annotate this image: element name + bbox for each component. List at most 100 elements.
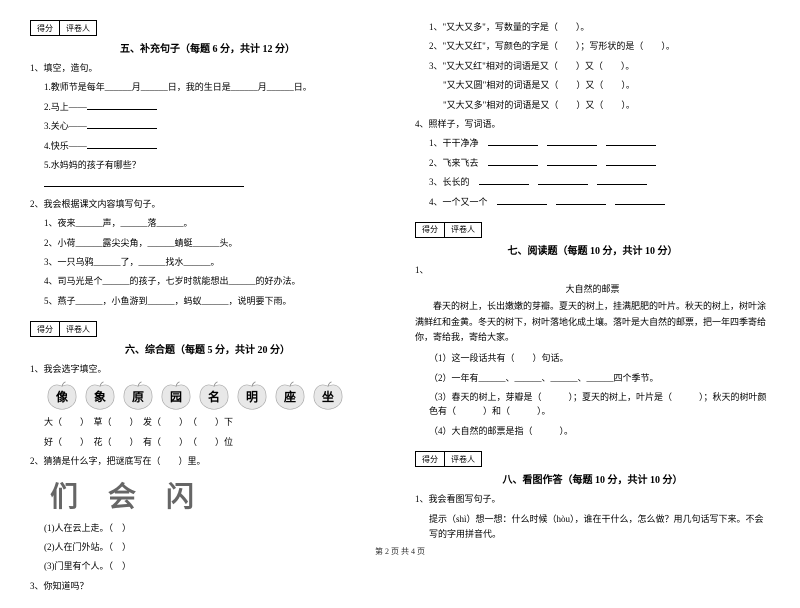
section-5-title: 五、补充句子（每题 6 分，共计 12 分） [30, 40, 385, 55]
rt-q4-4: 4、一个又一个 [415, 195, 770, 209]
apple-char: 象 [94, 388, 106, 405]
apple-icon: 明 [234, 381, 270, 411]
page-footer: 第 2 页 共 4 页 [0, 546, 800, 557]
page-container: 得分 评卷人 五、补充句子（每题 6 分，共计 12 分） 1、填空，造句。 1… [0, 0, 800, 608]
blank [606, 156, 656, 166]
q7-r3: （3）春天的树上，芽瓣是（ ）；夏天的树上，叶片是（ ）；秋天的树叶颜色有（ ）… [415, 390, 770, 419]
score-label: 得分 [415, 451, 445, 467]
score-box-8: 得分 评卷人 [415, 451, 770, 467]
q6-1-row1: 大（ ） 草（ ） 发（ ） （ ）下 [30, 415, 385, 429]
apple-row: 像 象 原 园名明座坐 [30, 381, 385, 411]
blank [615, 195, 665, 205]
section-6-title: 六、综合题（每题 5 分，共计 20 分） [30, 341, 385, 356]
apple-icon: 名 [196, 381, 232, 411]
score-box-6: 得分 评卷人 [30, 321, 385, 337]
apple-icon: 像 [44, 381, 80, 411]
blank [87, 100, 157, 110]
score-label: 得分 [30, 20, 60, 36]
q8-1: 1、我会看图写句子。 [415, 492, 770, 506]
q5-1-4: 4.快乐—— [30, 139, 385, 153]
blank [556, 195, 606, 205]
rt-q4-3: 3、长长的 [415, 175, 770, 189]
rt-4: "又大又圆"相对的词语是又（ ）又（ ）。 [415, 78, 770, 92]
apple-icon: 原 [120, 381, 156, 411]
rt-1: 1、"又大又多"，写数量的字是（ ）。 [415, 20, 770, 34]
grader-label: 评卷人 [60, 321, 97, 337]
q7-r1: （1）这一段话共有（ ）句话。 [415, 351, 770, 365]
rt-q4-2: 2、飞来飞去 [415, 156, 770, 170]
text: 3、长长的 [429, 177, 470, 187]
apple-char: 园 [170, 388, 182, 405]
apple-icon: 象 [82, 381, 118, 411]
q5-1-1: 1.教师节是每年______月______日，我的生日是______月_____… [30, 80, 385, 94]
score-box-7: 得分 评卷人 [415, 222, 770, 238]
blank [87, 139, 157, 149]
score-box-5: 得分 评卷人 [30, 20, 385, 36]
q6-1: 1、我会选字填空。 [30, 362, 385, 376]
section-8-title: 八、看图作答（每题 10 分，共计 10 分） [415, 471, 770, 486]
q5-1-3: 3.关心—— [30, 119, 385, 133]
text: 3.关心—— [44, 121, 87, 131]
q5-2-4: 4、司马光是个______的孩子，七岁时就能想出______的好办法。 [30, 274, 385, 288]
blank [497, 195, 547, 205]
rt-5: "又大又多"相对的词语是又（ ）又（ ）。 [415, 98, 770, 112]
grader-label: 评卷人 [60, 20, 97, 36]
q6-3: 3、你知道吗？ [30, 579, 385, 593]
big-char-2: 会 [108, 475, 136, 515]
q8-hint: 提示（shì）想一想：什么时候（hòu），谁在干什么，怎么做？用几句话写下来。不… [415, 512, 770, 543]
q5-1-5: 5.水妈妈的孩子有哪些？ [30, 158, 385, 172]
text: 4、一个又一个 [429, 197, 488, 207]
q6-2-3: (3)门里有个人。（ ） [30, 559, 385, 573]
reading-title: 大自然的邮票 [415, 282, 770, 295]
q6-2-1: (1)人在云上走。（ ） [30, 521, 385, 535]
text: 2、飞来飞去 [429, 158, 479, 168]
apple-char: 坐 [322, 388, 334, 405]
big-char-1: 们 [50, 475, 78, 515]
q5-2: 2、我会根据课文内容填写句子。 [30, 197, 385, 211]
blank [479, 175, 529, 185]
q7-r4: （4）大自然的邮票是指（ ）。 [415, 424, 770, 438]
blank [488, 156, 538, 166]
q5-1-2: 2.马上—— [30, 100, 385, 114]
rt-2: 2、"又大又红"，写颜色的字是（ ）；写形状的是（ ）。 [415, 39, 770, 53]
section-7-title: 七、阅读题（每题 10 分，共计 10 分） [415, 242, 770, 257]
text: 4.快乐—— [44, 141, 87, 151]
q7-1: 1、 [415, 263, 770, 277]
text: 2.马上—— [44, 102, 87, 112]
apple-char: 像 [56, 388, 68, 405]
blank [44, 177, 244, 187]
q5-1: 1、填空，造句。 [30, 61, 385, 75]
blank [547, 136, 597, 146]
blank [547, 156, 597, 166]
blank [538, 175, 588, 185]
reading-body: 春天的树上，长出嫩嫩的芽瓣。夏天的树上，挂满肥肥的叶片。秋天的树上，树叶涂满鲜红… [415, 299, 770, 345]
apple-icon: 园 [158, 381, 194, 411]
q5-2-2: 2、小荷______露尖尖角，______蜻蜓______头。 [30, 236, 385, 250]
apple-icon: 座 [272, 381, 308, 411]
text: 1、干干净净 [429, 138, 479, 148]
apple-icon: 坐 [310, 381, 346, 411]
apple-char: 原 [132, 388, 144, 405]
score-label: 得分 [415, 222, 445, 238]
q6-1-row2: 好（ ） 花（ ） 有（ ） （ ）位 [30, 435, 385, 449]
big-chars-row: 们 会 闪 [30, 475, 385, 515]
q5-2-5: 5、燕子______，小鱼游到______，蚂蚁______，说明要下雨。 [30, 294, 385, 308]
q5-2-1: 1、夜来______声，______落______。 [30, 216, 385, 230]
q5-1-5-blank [30, 177, 385, 191]
left-column: 得分 评卷人 五、补充句子（每题 6 分，共计 12 分） 1、填空，造句。 1… [30, 20, 385, 598]
blank [87, 119, 157, 129]
score-label: 得分 [30, 321, 60, 337]
rt-3: 3、"又大又红"相对的词语是又（ ）又（ ）。 [415, 59, 770, 73]
q5-2-3: 3、一只乌鸦______了，______找水______。 [30, 255, 385, 269]
grader-label: 评卷人 [445, 222, 482, 238]
blank [597, 175, 647, 185]
blank [488, 136, 538, 146]
rt-q4-1: 1、干干净净 [415, 136, 770, 150]
big-char-3: 闪 [166, 475, 194, 515]
apple-char: 明 [246, 388, 258, 405]
grader-label: 评卷人 [445, 451, 482, 467]
right-column: 1、"又大又多"，写数量的字是（ ）。 2、"又大又红"，写颜色的字是（ ）；写… [415, 20, 770, 598]
q6-2: 2、猜猜是什么字，把谜底写在（ ）里。 [30, 454, 385, 468]
rt-q4: 4、照样子，写词语。 [415, 117, 770, 131]
blank [606, 136, 656, 146]
